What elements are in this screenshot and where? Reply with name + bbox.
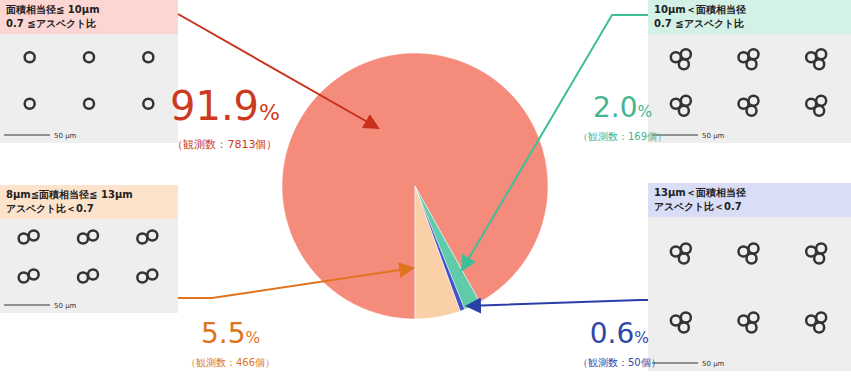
- svg-text:50 μm: 50 μm: [54, 302, 77, 310]
- html-text:5.5%: 5.5%: [201, 317, 261, 350]
- html-text:2.0%: 2.0%: [593, 91, 653, 124]
- svg-text:50 μm: 50 μm: [702, 132, 725, 140]
- html-text:（観測数：466個）: （観測数：466個）: [186, 357, 276, 368]
- html-text:91.9%: 91.9%: [170, 83, 280, 129]
- html-text:（観測数：169個）: （観測数：169個）: [578, 131, 668, 142]
- html-text:0.6%: 0.6%: [589, 317, 649, 350]
- html-text:8μm≦面積相当径≦ 13μm アスペクト比＜0.7: 8μm≦面積相当径≦ 13μm アスペクト比＜0.7: [6, 189, 133, 214]
- html-text:13μm＜面積相当径 アスペクト比＜0.7: 13μm＜面積相当径 アスペクト比＜0.7: [654, 187, 746, 212]
- html-text:10μm＜面積相当径 0.7 ≦アスペクト比: 10μm＜面積相当径 0.7 ≦アスペクト比: [654, 4, 746, 29]
- svg-text:50 μm: 50 μm: [702, 360, 725, 368]
- html-text:面積相当径≦ 10μm 0.7 ≦アスペクト比: 面積相当径≦ 10μm 0.7 ≦アスペクト比: [6, 4, 100, 29]
- html-text:（観測数：7813個）: （観測数：7813個）: [172, 138, 278, 151]
- html-text:（観測数：50個）: （観測数：50個）: [578, 357, 661, 368]
- svg-text:50 μm: 50 μm: [54, 132, 77, 140]
